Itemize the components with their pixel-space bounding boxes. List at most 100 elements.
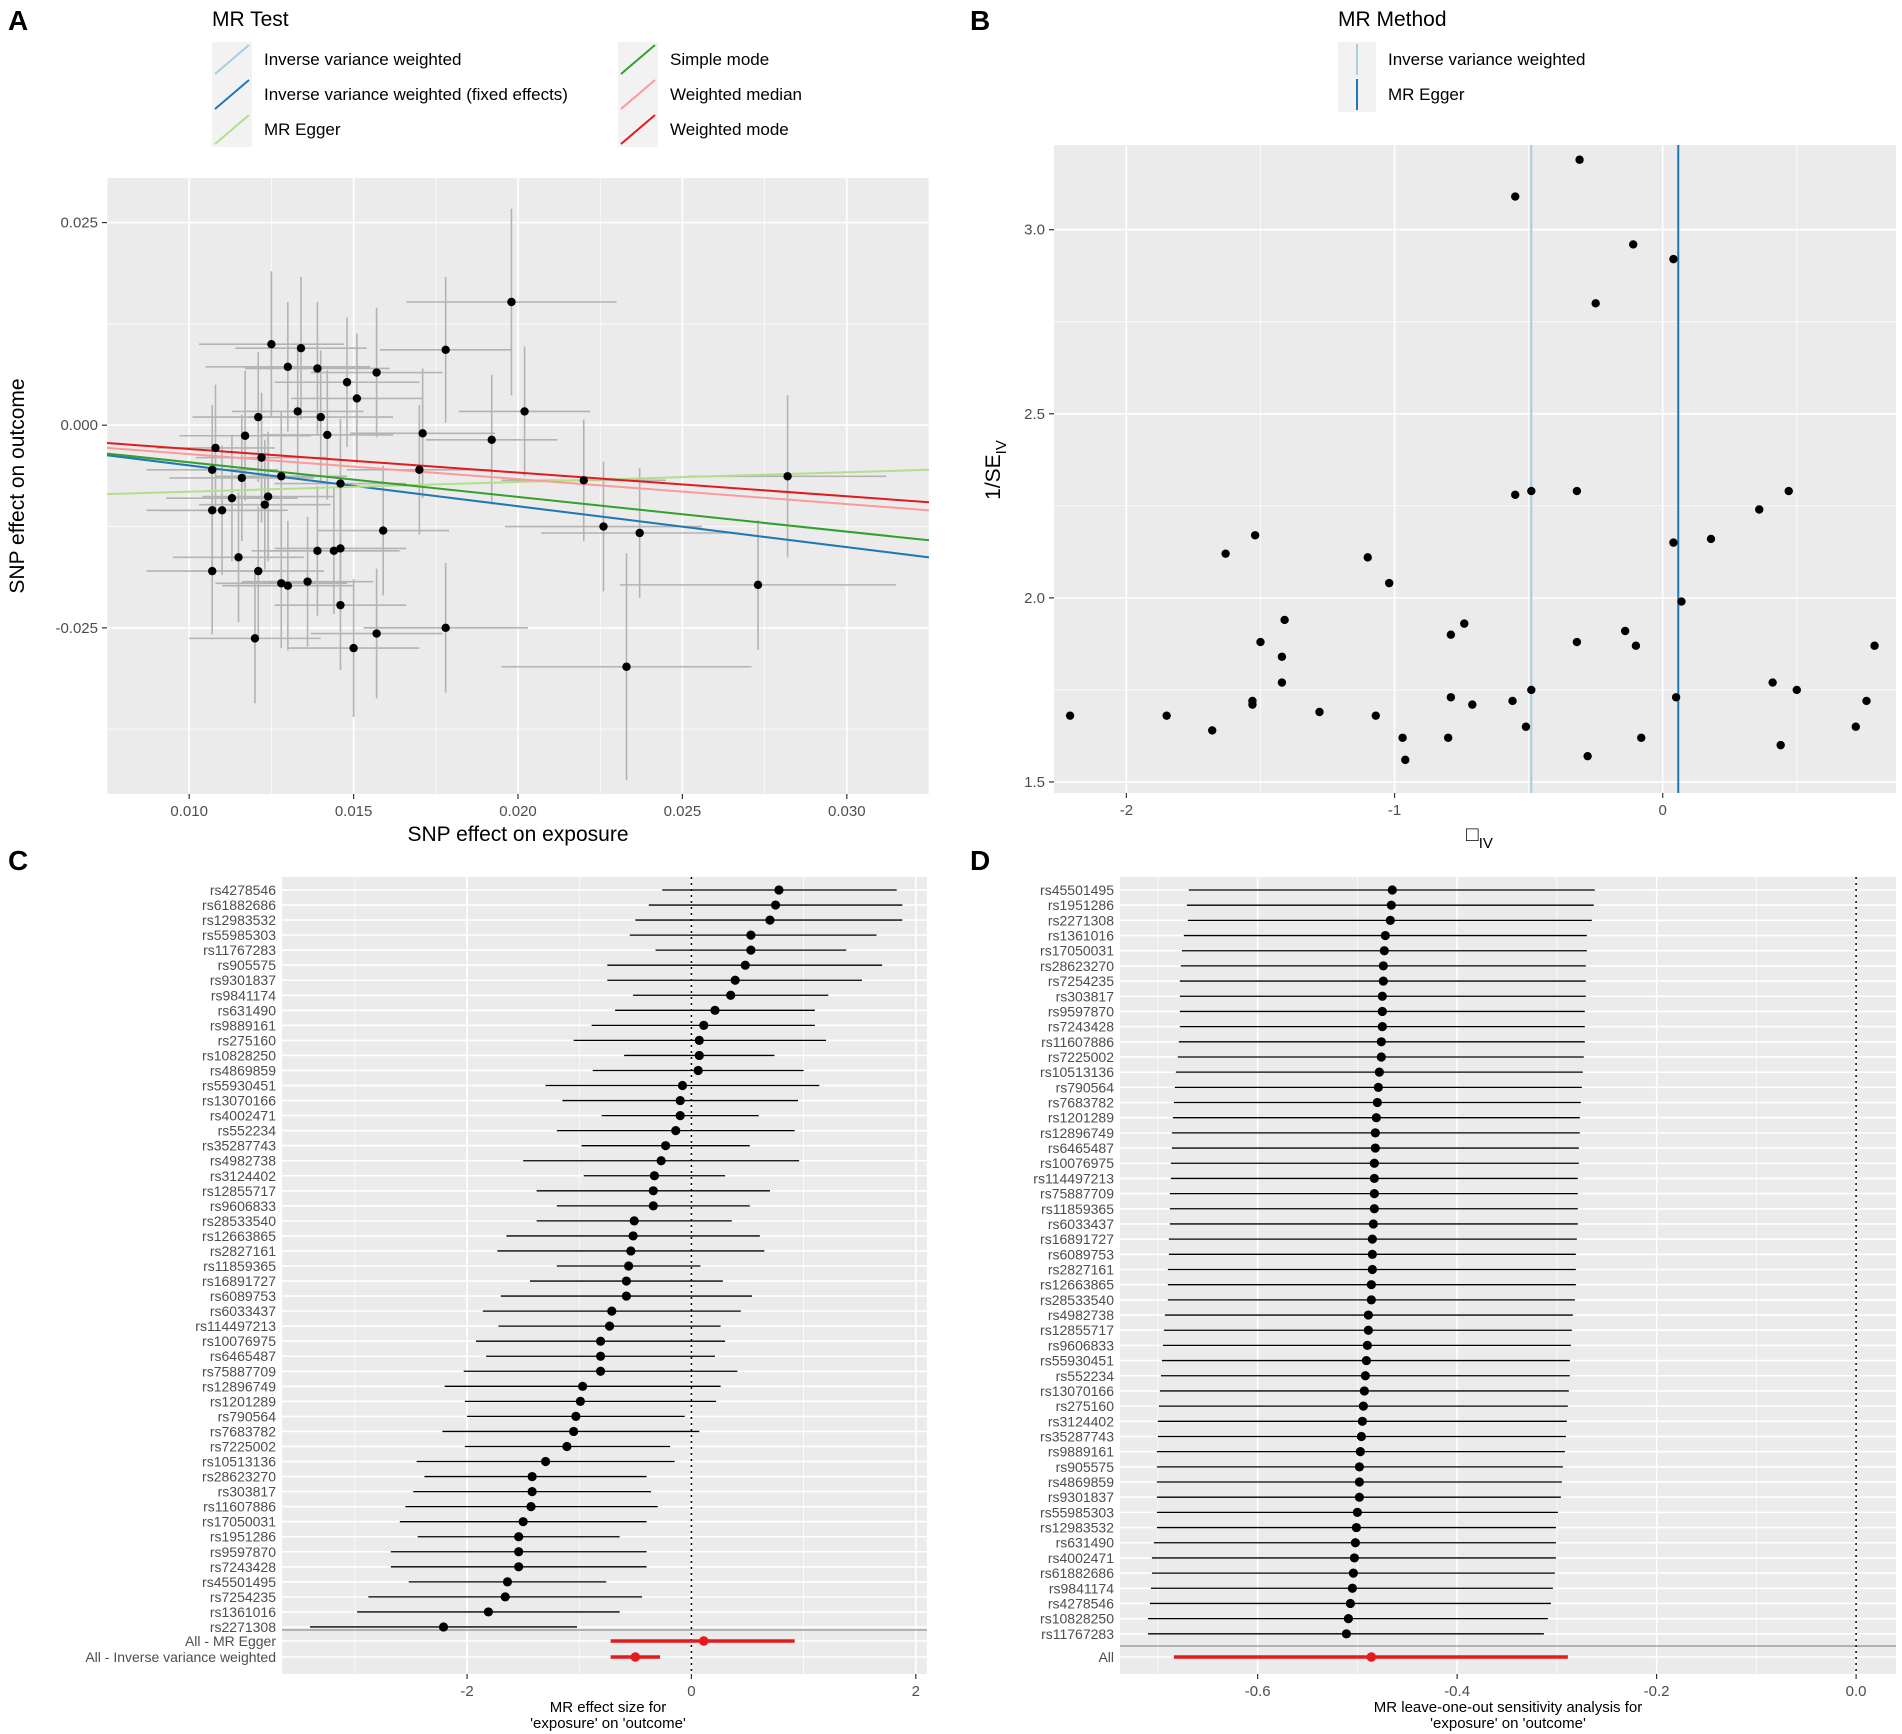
data-point: [622, 662, 631, 671]
snp-label: rs2271308: [210, 1619, 276, 1635]
point-estimate: [1350, 1538, 1360, 1548]
point-estimate: [526, 1502, 536, 1512]
data-point: [579, 476, 588, 485]
legend-title: MR Test: [212, 8, 289, 31]
point-estimate: [1357, 1416, 1367, 1426]
x-axis-symbol: □: [1466, 823, 1479, 846]
snp-label: rs6089753: [1048, 1246, 1114, 1262]
point-estimate: [1356, 1431, 1366, 1442]
point-estimate: [1369, 1204, 1379, 1214]
snp-label: rs17050031: [1040, 943, 1114, 959]
point-estimate: [1373, 1082, 1383, 1092]
snp-label: rs6465487: [210, 1348, 276, 1364]
data-point: [267, 339, 276, 349]
data-point: [293, 407, 302, 416]
data-point: [313, 546, 322, 556]
snp-label: rs1361016: [1048, 928, 1114, 944]
snp-label: rs11767283: [203, 942, 276, 958]
x-tick-label: -0.2: [1644, 1683, 1670, 1700]
point-estimate: [1367, 1234, 1377, 1244]
data-point: [1575, 155, 1584, 164]
snp-label: rs11767283: [1041, 1626, 1114, 1642]
point-estimate: [624, 1261, 634, 1271]
snp-label: rs12663865: [1040, 1277, 1114, 1293]
snp-label: rs4869859: [210, 1062, 276, 1078]
point-estimate: [1371, 1113, 1381, 1123]
snp-label: rs10828250: [1040, 1611, 1114, 1627]
point-estimate: [746, 930, 756, 940]
point-estimate: [483, 1607, 493, 1617]
snp-label: rs28623270: [202, 1469, 276, 1485]
data-point: [263, 492, 273, 501]
snp-label: rs1951286: [1048, 897, 1114, 913]
plot-area: [282, 877, 927, 1674]
snp-label: rs9301837: [1048, 1489, 1114, 1505]
data-point: [783, 472, 792, 481]
data-point: [1468, 700, 1477, 709]
data-point: [1221, 549, 1230, 558]
y-tick-label: 1.5: [1024, 774, 1045, 791]
point-estimate: [1368, 1219, 1378, 1229]
data-point: [352, 394, 362, 403]
snp-label: rs12855717: [1040, 1322, 1114, 1338]
data-point: [217, 506, 227, 515]
snp-label: rs4002471: [210, 1108, 276, 1124]
data-point: [208, 566, 217, 576]
snp-label: rs114497213: [1033, 1170, 1114, 1186]
point-estimate: [675, 1111, 685, 1121]
data-point: [336, 600, 345, 610]
data-point: [1401, 755, 1410, 765]
snp-label: rs790564: [1056, 1079, 1115, 1095]
snp-label: rs1201289: [210, 1393, 276, 1409]
plot-area: [1054, 145, 1896, 793]
snp-label: rs3124402: [210, 1168, 276, 1184]
snp-label: rs9597870: [1048, 1003, 1114, 1019]
data-point: [1315, 707, 1324, 717]
snp-label: rs12896749: [1040, 1125, 1114, 1141]
axes: -2 0 2: [460, 1674, 920, 1700]
snp-label: rs9889161: [210, 1017, 276, 1033]
data-point: [283, 362, 293, 372]
snp-label: rs3124402: [1048, 1413, 1114, 1429]
snp-rows: rs4278546rs61882686rs12983532rs55985303r…: [195, 882, 903, 1635]
data-point: [260, 500, 270, 509]
snp-label: rs61882686: [202, 897, 276, 913]
x-tick-label: 0.010: [170, 803, 208, 820]
data-point: [1248, 700, 1257, 709]
y-axis-title: SNP effect on outcome: [6, 378, 29, 593]
data-point: [1443, 733, 1453, 742]
point-estimate: [1345, 1598, 1356, 1609]
data-point: [316, 412, 325, 422]
data-point: [1363, 553, 1372, 562]
y-tick-label: 0.025: [60, 215, 98, 232]
snp-label: rs631490: [218, 1002, 277, 1018]
y-tick-label: -0.025: [55, 620, 98, 637]
snp-label: rs790564: [218, 1408, 277, 1424]
y-axis-subscript: IV: [993, 440, 1010, 454]
data-point: [1277, 652, 1287, 661]
snp-label: rs55985303: [1040, 1504, 1114, 1520]
data-point: [254, 412, 263, 422]
panel-letter-b: B: [970, 5, 990, 36]
snp-label: rs552234: [1056, 1368, 1115, 1384]
data-point: [487, 435, 496, 444]
snp-label: rs10076975: [202, 1333, 276, 1349]
data-point: [1784, 486, 1793, 496]
point-estimate: [1354, 1462, 1364, 1472]
regression-lines: [106, 442, 930, 559]
panel-letter-d: D: [970, 845, 990, 876]
point-estimate: [1363, 1310, 1373, 1320]
y-axis-title: 1/SEIV: [982, 440, 1010, 500]
point-estimate: [502, 1577, 513, 1587]
point-estimate: [1367, 1264, 1377, 1275]
snp-label: rs905575: [1056, 1459, 1115, 1475]
data-point: [234, 553, 243, 562]
data-point: [1776, 740, 1785, 750]
point-estimate: [1347, 1583, 1358, 1593]
snp-label: rs6033437: [1048, 1216, 1114, 1232]
point-estimate: [438, 1622, 449, 1632]
data-point: [1280, 615, 1289, 625]
data-point: [208, 506, 217, 515]
x-tick-label: 0.020: [499, 803, 537, 820]
snp-label: rs6465487: [1048, 1140, 1114, 1156]
